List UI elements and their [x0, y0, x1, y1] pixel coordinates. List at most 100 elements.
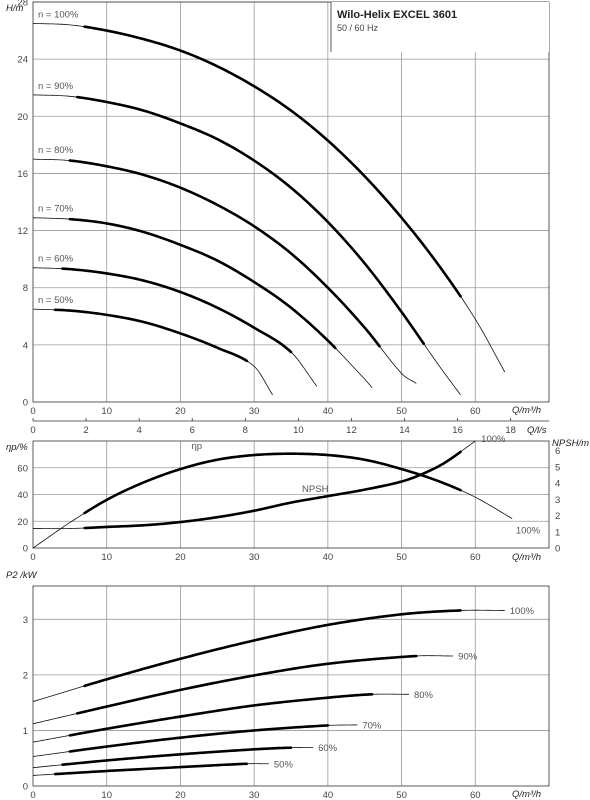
power-curve-operating [68, 693, 374, 737]
x-tick-label: 10 [101, 552, 112, 563]
head-curve-thin [32, 217, 373, 388]
secondary-x-tick-label: 18 [505, 425, 516, 436]
efficiency-chart-series: ηp 100% NPSH 100% [32, 434, 541, 549]
head-chart-grid [32, 1, 550, 403]
x-tick-label: 10 [101, 406, 112, 417]
head-curve-operating [53, 308, 249, 363]
npsh-series-label: NPSH [302, 484, 329, 495]
y-tick-label: 24 [17, 55, 28, 66]
y2-tick-label: 5 [555, 462, 560, 473]
head-curve-operating [68, 159, 381, 348]
power-chart-series: 100% 90% 80% 70% 60% 50% [32, 606, 535, 776]
speed-label: n = 100% [38, 9, 79, 20]
y-tick-label: 8 [23, 283, 28, 294]
y2-tick-label: 4 [555, 479, 560, 490]
secondary-x-axis-label: Q/l/s [527, 425, 547, 436]
y2-tick-label: 6 [555, 446, 560, 457]
speed-label: n = 90% [38, 81, 74, 92]
secondary-x-tick-label: 12 [346, 425, 357, 436]
secondary-x-tick-label: 14 [399, 425, 410, 436]
y-tick-label: 28 [17, 0, 28, 9]
y-tick-label: 0 [23, 398, 28, 409]
efficiency-curve-operating [83, 452, 462, 515]
x-tick-label: 30 [249, 790, 260, 800]
x-tick-label: 40 [323, 790, 334, 800]
power-curve-label: 70% [362, 720, 382, 731]
plot-frame [32, 585, 550, 787]
head-curve-thin [32, 267, 318, 387]
head-curve-operating [83, 25, 462, 298]
y-tick-label: 2 [23, 670, 28, 681]
secondary-x-tick-label: 4 [137, 425, 142, 436]
plot-frame [32, 440, 550, 549]
y-tick-label: 4 [23, 340, 28, 351]
efficiency-end-label: 100% [516, 525, 541, 536]
product-title: Wilo-Helix EXCEL 3601 [337, 9, 457, 21]
x-axis-label: Q/m³/h [512, 552, 541, 563]
y2-tick-label: 2 [555, 511, 560, 522]
power-curve-operating [53, 762, 249, 776]
power-curve-label: 80% [414, 690, 434, 701]
power-curve-thin [32, 655, 454, 725]
x-tick-label: 20 [175, 406, 186, 417]
power-curve-label: 50% [274, 759, 294, 770]
power-curve-operating [83, 609, 462, 688]
y-tick-label: 0 [23, 782, 28, 793]
x-tick-label: 0 [30, 406, 35, 417]
x-tick-label: 30 [249, 552, 260, 563]
frequency-label: 50 / 60 Hz [337, 23, 379, 33]
head-curve-thin [32, 23, 506, 373]
y-tick-label: 12 [17, 226, 28, 237]
x-tick-label: 60 [470, 790, 481, 800]
power-chart-ticks: 0 10 20 30 40 50 60 0 1 2 3 P2 /kW Q/m³/h [6, 570, 541, 800]
power-curve-label: 100% [510, 606, 535, 617]
x-tick-label: 20 [175, 790, 186, 800]
power-curve-label: 60% [318, 743, 338, 754]
y-axis-label: H/m [6, 3, 24, 14]
y-tick-label: 1 [23, 726, 28, 737]
x-axis-label: Q/m³/h [512, 405, 541, 416]
x-tick-label: 40 [323, 406, 334, 417]
y2-tick-label: 1 [555, 527, 560, 538]
x-tick-label: 0 [30, 790, 35, 800]
x-tick-label: 50 [396, 406, 407, 417]
secondary-x-tick-label: 2 [83, 425, 88, 436]
speed-label: n = 80% [38, 145, 74, 156]
x-tick-label: 10 [101, 790, 112, 800]
power-curve-label: 90% [458, 652, 478, 663]
head-chart-series: n = 100% n = 90% n = 80% n = 70% n = 60% n = … [32, 9, 506, 396]
x-tick-label: 60 [470, 552, 481, 563]
efficiency-series-label: ηp [191, 441, 202, 452]
power-curve-thin [32, 693, 409, 743]
y-axis-label: P2 /kW [6, 570, 38, 581]
title-box-background [331, 2, 549, 52]
y2-tick-label: 3 [555, 495, 560, 506]
y-tick-label: 60 [17, 463, 28, 474]
efficiency-chart-grid [32, 440, 550, 549]
x-tick-label: 20 [175, 552, 186, 563]
npsh-curve-operating [83, 450, 462, 530]
x-tick-label: 50 [396, 790, 407, 800]
speed-label: n = 70% [38, 204, 74, 215]
efficiency-chart-ticks: 0 10 20 30 40 50 60 0 20 40 60 0 1 2 3 4 5 6 ηp/% NPSH/m Q/m… [6, 438, 589, 563]
speed-label: n = 60% [38, 254, 74, 265]
x-tick-label: 0 [30, 552, 35, 563]
head-curve-operating [75, 95, 425, 345]
y-tick-label: 20 [17, 112, 28, 123]
x-tick-label: 30 [249, 406, 260, 417]
y-tick-label: 0 [23, 544, 28, 555]
secondary-x-tick-label: 16 [452, 425, 463, 436]
power-curve-operating [68, 724, 330, 753]
head-curve-operating [68, 217, 337, 350]
x-axis-label: Q/m³/h [512, 789, 541, 800]
secondary-x-tick-label: 8 [243, 425, 248, 436]
y-tick-label: 16 [17, 169, 28, 180]
head-curve-operating [61, 267, 293, 354]
y-tick-label: 3 [23, 615, 28, 626]
speed-label: n = 50% [38, 295, 74, 306]
secondary-x-tick-label: 0 [30, 425, 35, 436]
plot-frame [32, 1, 550, 403]
y-tick-label: 40 [17, 490, 28, 501]
secondary-x-tick-label: 6 [190, 425, 195, 436]
